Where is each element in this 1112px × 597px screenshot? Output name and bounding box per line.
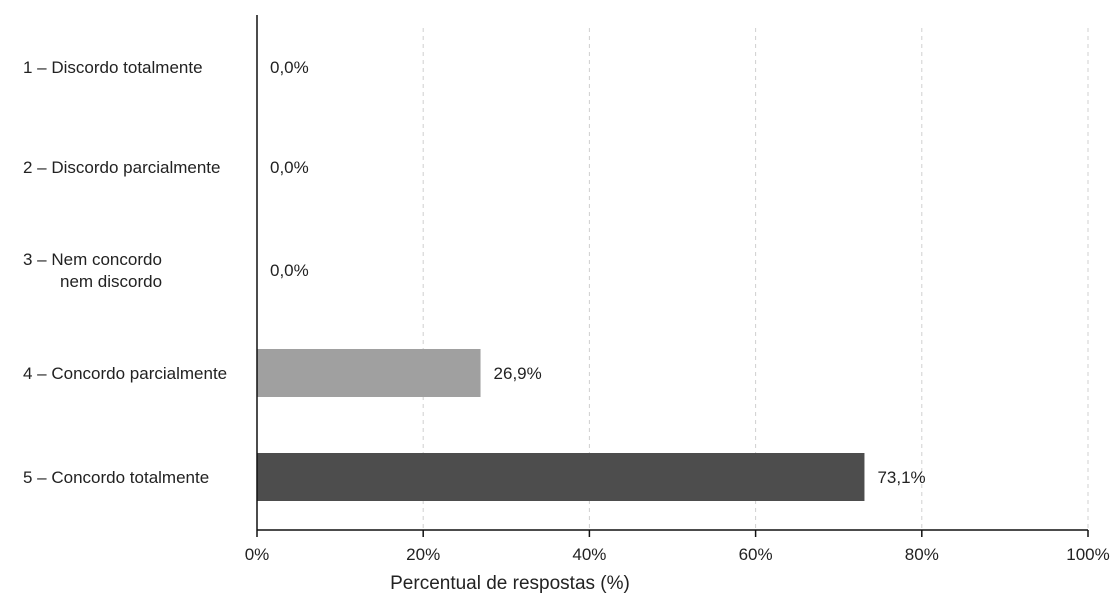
x-tick-label: 20% <box>406 545 440 564</box>
bar <box>257 349 481 397</box>
x-tick-label: 0% <box>245 545 270 564</box>
category-label: 5 – Concordo totalmente <box>23 468 209 487</box>
value-label: 0,0% <box>270 261 309 280</box>
category-label: 4 – Concordo parcialmente <box>23 364 227 383</box>
x-ticks: 0% 20% 40% 60% 80% 100% <box>245 530 1110 564</box>
x-tick-label: 40% <box>572 545 606 564</box>
x-axis-title: Percentual de respostas (%) <box>390 573 630 594</box>
value-label: 0,0% <box>270 58 309 77</box>
grid-lines <box>422 28 1089 530</box>
bar <box>257 453 865 501</box>
value-label: 26,9% <box>494 364 542 383</box>
value-label: 73,1% <box>877 468 925 487</box>
value-label: 0,0% <box>270 158 309 177</box>
value-labels: 0,0% 0,0% 0,0% 26,9% 73,1% <box>270 58 926 487</box>
x-tick-label: 60% <box>739 545 773 564</box>
category-label: 1 – Discordo totalmente <box>23 58 203 77</box>
x-tick-label: 100% <box>1066 545 1109 564</box>
x-tick-label: 80% <box>905 545 939 564</box>
category-label: nem discordo <box>60 272 162 291</box>
bars <box>257 349 865 501</box>
category-label: 2 – Discordo parcialmente <box>23 158 220 177</box>
category-label: 3 – Nem concordo <box>23 250 162 269</box>
category-labels: 1 – Discordo totalmente 2 – Discordo parc… <box>23 58 227 487</box>
